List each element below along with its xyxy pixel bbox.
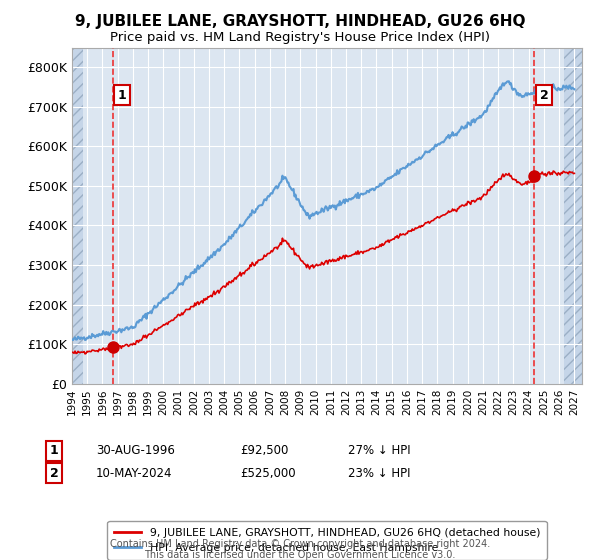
Text: 30-AUG-1996: 30-AUG-1996 (96, 444, 175, 458)
Text: 1: 1 (118, 88, 127, 101)
Text: 23% ↓ HPI: 23% ↓ HPI (348, 466, 410, 480)
Legend: 9, JUBILEE LANE, GRAYSHOTT, HINDHEAD, GU26 6HQ (detached house), HPI: Average pr: 9, JUBILEE LANE, GRAYSHOTT, HINDHEAD, GU… (107, 521, 547, 559)
Text: 10-MAY-2024: 10-MAY-2024 (96, 466, 173, 480)
Text: 2: 2 (50, 466, 58, 480)
Text: 27% ↓ HPI: 27% ↓ HPI (348, 444, 410, 458)
Text: Contains HM Land Registry data © Crown copyright and database right 2024.
This d: Contains HM Land Registry data © Crown c… (110, 539, 490, 560)
Text: 2: 2 (539, 88, 548, 101)
Text: 1: 1 (50, 444, 58, 458)
Text: £525,000: £525,000 (240, 466, 296, 480)
Text: Price paid vs. HM Land Registry's House Price Index (HPI): Price paid vs. HM Land Registry's House … (110, 31, 490, 44)
Text: £92,500: £92,500 (240, 444, 289, 458)
Text: 9, JUBILEE LANE, GRAYSHOTT, HINDHEAD, GU26 6HQ: 9, JUBILEE LANE, GRAYSHOTT, HINDHEAD, GU… (75, 14, 525, 29)
Bar (72, 48, 83, 384)
Bar (564, 48, 582, 384)
